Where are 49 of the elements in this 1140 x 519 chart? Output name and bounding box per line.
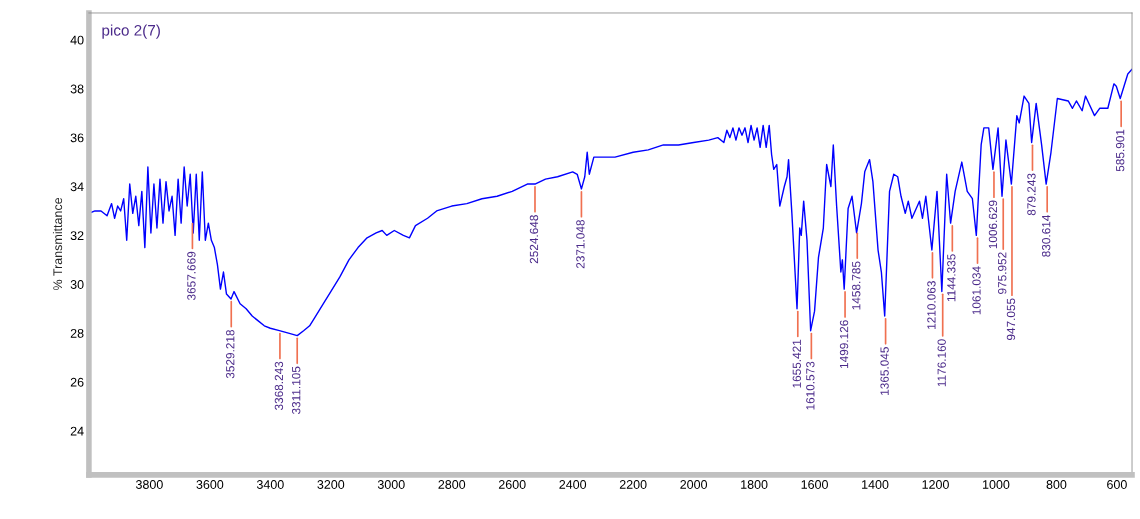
x-tick-label: 600 bbox=[1107, 480, 1127, 489]
annotation: 1210.063 bbox=[927, 281, 936, 329]
y-tick-label: 24 bbox=[70, 426, 84, 436]
y-tick-label: 40 bbox=[70, 35, 84, 45]
x-tick-label: 1000 bbox=[983, 480, 1010, 489]
annotation: 1458.785 bbox=[852, 261, 861, 310]
x-tick-label: 3400 bbox=[256, 480, 284, 489]
x-tick-label: 2800 bbox=[438, 480, 466, 489]
x-tick-label: 1800 bbox=[741, 480, 768, 489]
y-tick-label: 30 bbox=[70, 280, 84, 289]
annotation: 1061.034 bbox=[972, 266, 981, 315]
annotation: 975.952 bbox=[998, 252, 1007, 294]
annotation: 830.614 bbox=[1041, 214, 1051, 257]
annotation: 1610.573 bbox=[806, 361, 815, 410]
annotation: 1176.160 bbox=[937, 339, 946, 387]
annotation: 947.055 bbox=[1006, 298, 1016, 341]
y-tick-label: 28 bbox=[70, 328, 84, 338]
y-tick-label: 26 bbox=[70, 377, 84, 387]
x-tick-label: 2200 bbox=[619, 480, 647, 489]
y-tick-label: 38 bbox=[70, 84, 84, 94]
annotation: 3311.105 bbox=[292, 366, 301, 415]
x-tick-label: 3200 bbox=[317, 480, 345, 489]
x-tick-label: 3000 bbox=[377, 480, 405, 489]
annotation: 1365.045 bbox=[880, 347, 889, 395]
annotation: 1499.126 bbox=[839, 320, 849, 369]
y-tick-label: 36 bbox=[70, 133, 84, 143]
annotation: 585.901 bbox=[1115, 129, 1125, 172]
annotation: 1655.421 bbox=[792, 339, 801, 388]
x-tick-label: 3600 bbox=[196, 480, 224, 489]
annotation: 2371.048 bbox=[576, 220, 585, 269]
x-tick-label: 2600 bbox=[498, 480, 526, 489]
annotation: 1006.629 bbox=[988, 200, 998, 249]
text: pico 2(7) bbox=[102, 24, 160, 39]
annotation: 3529.218 bbox=[226, 329, 235, 379]
x-tick-label: 1600 bbox=[801, 480, 828, 489]
annotation: 2524.648 bbox=[529, 215, 539, 264]
annotation: 3368.243 bbox=[274, 361, 284, 411]
annotation: 3657.669 bbox=[187, 251, 196, 301]
x-tick-label: 1400 bbox=[862, 480, 889, 489]
annotation: 879.243 bbox=[1027, 173, 1036, 216]
x-tick-label: 2400 bbox=[559, 480, 587, 489]
y-tick-label: 34 bbox=[70, 182, 84, 192]
x-tick-label: 3800 bbox=[135, 480, 163, 489]
x-tick-label: 800 bbox=[1046, 480, 1067, 489]
x-tick-label: 2000 bbox=[680, 480, 708, 489]
x-tick-label: 1200 bbox=[922, 480, 949, 489]
annotation: 1144.335 bbox=[947, 254, 956, 302]
y-axis-title: % Transmittance bbox=[52, 197, 63, 291]
y-tick-label: 32 bbox=[70, 231, 84, 241]
